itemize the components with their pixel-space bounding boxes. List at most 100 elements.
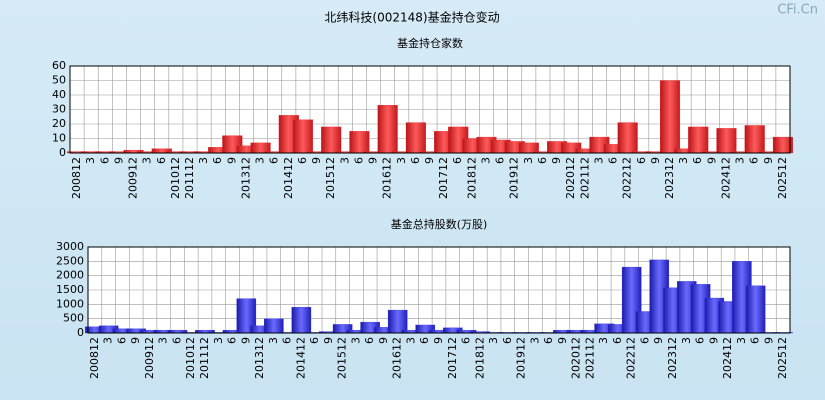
y-tick-label: 1500 xyxy=(56,283,84,296)
x-tick-label: 3 xyxy=(338,157,351,164)
x-tick-label: 6 xyxy=(494,157,507,164)
x-tick-label: 3 xyxy=(84,157,97,164)
x-tick-label: 6 xyxy=(170,337,183,344)
x-tick-label: 3 xyxy=(349,337,362,344)
bar xyxy=(716,128,737,154)
x-tick-label: 6 xyxy=(418,337,431,344)
x-tick-label: 6 xyxy=(155,157,168,164)
bar xyxy=(659,80,681,154)
x-tick-label: 200812 xyxy=(70,157,83,199)
x-tick-label: 201312 xyxy=(253,337,266,379)
plot-frame xyxy=(87,246,791,334)
x-tick-label: 202112 xyxy=(583,337,596,379)
x-tick-label: 202212 xyxy=(625,337,638,379)
x-tick-label: 6 xyxy=(352,157,365,164)
x-tick-label: 6 xyxy=(542,337,555,344)
watermark: CFi.Cn xyxy=(777,3,818,18)
x-tick-label: 6 xyxy=(460,337,473,344)
x-tick-label: 201612 xyxy=(391,337,404,379)
x-tick-label: 201112 xyxy=(183,157,196,199)
x-tick-label: 3 xyxy=(479,157,492,164)
x-tick-label: 201912 xyxy=(515,337,528,379)
y-tick-label: 2000 xyxy=(56,269,84,282)
x-tick-label: 9 xyxy=(322,337,335,344)
x-tick-label: 6 xyxy=(611,337,624,344)
x-tick-label: 202412 xyxy=(719,157,732,199)
x-tick-label: 6 xyxy=(296,157,309,164)
x-tick-label: 6 xyxy=(308,337,321,344)
x-tick-label: 202212 xyxy=(621,157,634,199)
x-tick-label: 3 xyxy=(528,337,541,344)
x-tick-label: 6 xyxy=(501,337,514,344)
x-tick-label: 200912 xyxy=(127,157,140,199)
x-tick-label: 6 xyxy=(748,157,761,164)
x-tick-label: 9 xyxy=(707,337,720,344)
x-tick-label: 201012 xyxy=(169,157,182,199)
x-tick-label: 3 xyxy=(254,157,267,164)
x-tick-label: 9 xyxy=(432,337,445,344)
x-tick-label: 9 xyxy=(367,157,380,164)
x-tick-label: 6 xyxy=(635,157,648,164)
x-tick-label: 202012 xyxy=(570,337,583,379)
x-tick-label: 202312 xyxy=(666,337,679,379)
x-tick-label: 6 xyxy=(211,157,224,164)
x-tick-label: 6 xyxy=(691,157,704,164)
x-tick-label: 3 xyxy=(735,337,748,344)
x-tick-label: 6 xyxy=(98,157,111,164)
x-tick-label: 9 xyxy=(377,337,390,344)
x-tick-label: 3 xyxy=(487,337,500,344)
y-tick-label: 20 xyxy=(52,117,66,130)
y-tick-label: 50 xyxy=(52,74,66,87)
y-tick-label: 2500 xyxy=(56,254,84,267)
y-tick-label: 1000 xyxy=(56,297,84,310)
x-tick-label: 6 xyxy=(536,157,549,164)
x-tick-label: 6 xyxy=(638,337,651,344)
x-tick-label: 3 xyxy=(680,337,693,344)
x-tick-label: 3 xyxy=(102,337,115,344)
x-tick-label: 201412 xyxy=(294,337,307,379)
x-tick-label: 6 xyxy=(694,337,707,344)
y-tick-label: 60 xyxy=(52,59,66,72)
x-tick-label: 6 xyxy=(363,337,376,344)
x-tick-label: 6 xyxy=(281,337,294,344)
x-tick-label: 9 xyxy=(310,157,323,164)
y-tick-label: 10 xyxy=(52,132,66,145)
x-tick-label: 9 xyxy=(762,337,775,344)
bar xyxy=(292,119,313,154)
x-tick-label: 3 xyxy=(522,157,535,164)
x-tick-label: 201712 xyxy=(446,337,459,379)
x-tick-label: 6 xyxy=(115,337,128,344)
x-tick-label: 6 xyxy=(749,337,762,344)
bar xyxy=(688,126,709,154)
x-tick-label: 3 xyxy=(592,157,605,164)
x-tick-label: 9 xyxy=(225,157,238,164)
x-tick-label: 9 xyxy=(129,337,142,344)
x-tick-label: 201912 xyxy=(508,157,521,199)
bar xyxy=(405,122,426,154)
x-tick-label: 202512 xyxy=(776,337,789,379)
x-tick-label: 6 xyxy=(268,157,281,164)
x-tick-label: 9 xyxy=(649,157,662,164)
bar xyxy=(349,131,370,154)
x-tick-label: 200812 xyxy=(88,337,101,379)
x-tick-label: 202512 xyxy=(776,157,789,199)
x-tick-label: 9 xyxy=(550,157,563,164)
x-tick-label: 201612 xyxy=(381,157,394,199)
chart-title: 基金总持股数(万股) xyxy=(391,217,488,231)
x-tick-label: 201812 xyxy=(473,337,486,379)
x-tick-label: 6 xyxy=(226,337,239,344)
x-tick-label: 202312 xyxy=(663,157,676,199)
x-tick-label: 3 xyxy=(395,157,408,164)
x-tick-label: 202012 xyxy=(564,157,577,199)
x-tick-label: 9 xyxy=(239,337,252,344)
x-tick-label: 201512 xyxy=(336,337,349,379)
bar xyxy=(377,105,398,154)
x-tick-label: 3 xyxy=(197,157,210,164)
bar xyxy=(744,125,765,154)
x-tick-label: 9 xyxy=(423,157,436,164)
x-tick-label: 201812 xyxy=(465,157,478,199)
x-tick-label: 3 xyxy=(597,337,610,344)
y-tick-label: 30 xyxy=(52,103,66,116)
y-tick-label: 3000 xyxy=(56,240,84,253)
x-tick-label: 201312 xyxy=(239,157,252,199)
